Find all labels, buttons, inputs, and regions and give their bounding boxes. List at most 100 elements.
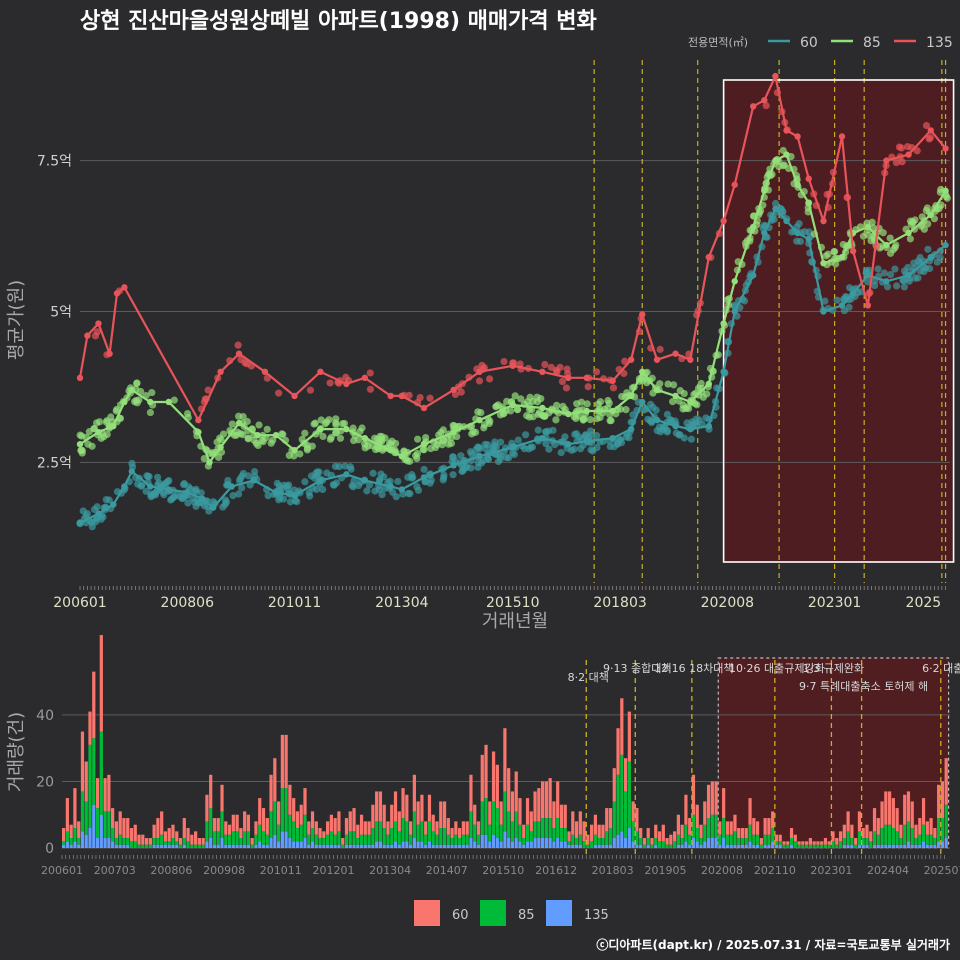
point-135 xyxy=(475,377,484,385)
bar-60 xyxy=(205,794,209,822)
bar-135 xyxy=(763,844,767,848)
point-85 xyxy=(838,253,846,261)
bar-85 xyxy=(469,811,473,839)
point-60 xyxy=(509,444,516,451)
point-60 xyxy=(142,487,150,495)
bar-135 xyxy=(654,844,658,848)
point-85 xyxy=(255,421,263,429)
point-135 xyxy=(426,394,434,402)
point-85 xyxy=(572,414,580,423)
point-60 xyxy=(652,406,660,414)
point-135 xyxy=(584,383,592,391)
point-60 xyxy=(392,493,400,501)
point-85 xyxy=(414,435,422,443)
point-60 xyxy=(883,283,892,291)
bar-135 xyxy=(416,841,420,848)
bar-85 xyxy=(390,828,394,845)
point-85 xyxy=(672,392,679,400)
bar-60 xyxy=(703,801,707,825)
point-135 xyxy=(234,341,242,349)
bar-60 xyxy=(631,801,635,822)
point-60 xyxy=(588,431,596,439)
bar-60 xyxy=(171,824,175,839)
policy-label: 9·13 종합대책 xyxy=(603,662,671,675)
point-135 xyxy=(820,217,827,225)
bar-60 xyxy=(740,828,745,839)
point-135 xyxy=(653,356,661,363)
bar-85 xyxy=(393,821,398,842)
point-85 xyxy=(332,415,340,423)
bar-60 xyxy=(838,831,843,842)
bar-85 xyxy=(733,831,737,845)
bar-85 xyxy=(371,828,375,845)
point-60 xyxy=(398,486,406,493)
bar-60 xyxy=(895,808,899,832)
point-85 xyxy=(604,404,612,412)
bar-135 xyxy=(578,844,582,848)
bar-60 xyxy=(507,768,511,812)
point-85 xyxy=(361,434,369,442)
bar-60 xyxy=(548,778,552,819)
point-60 xyxy=(549,426,557,434)
point-85 xyxy=(128,386,135,394)
bar-60 xyxy=(194,831,198,845)
point-60 xyxy=(750,272,757,279)
bar-60 xyxy=(397,811,401,832)
bar-85 xyxy=(103,811,107,839)
bar-135 xyxy=(265,844,269,848)
point-135 xyxy=(565,374,572,382)
bar-60 xyxy=(344,818,349,835)
bar-85 xyxy=(326,834,330,845)
point-60 xyxy=(514,436,522,444)
bar-135 xyxy=(352,844,356,848)
point-135 xyxy=(925,135,933,143)
bar-60 xyxy=(808,838,813,845)
bar-135 xyxy=(326,844,330,848)
point-85 xyxy=(447,433,455,442)
bar-85 xyxy=(525,824,530,842)
bar-85 xyxy=(684,824,688,842)
bar-85 xyxy=(541,818,545,839)
bar-85 xyxy=(295,828,300,842)
bar-60 xyxy=(412,774,416,812)
point-85 xyxy=(326,435,334,443)
point-60 xyxy=(380,473,388,481)
bar-85 xyxy=(706,818,711,839)
bar-135 xyxy=(891,844,895,848)
point-85 xyxy=(705,380,713,388)
bar-85 xyxy=(744,838,748,845)
legend-label-85: 85 xyxy=(863,35,881,51)
point-60 xyxy=(354,481,363,490)
bar-60 xyxy=(427,794,432,822)
bar-135 xyxy=(548,838,552,848)
point-60 xyxy=(772,199,780,208)
point-60 xyxy=(520,445,529,453)
bar-60 xyxy=(88,711,92,745)
point-60 xyxy=(170,493,179,501)
point-135 xyxy=(106,350,113,357)
point-85 xyxy=(165,398,172,406)
point-60 xyxy=(223,481,231,489)
bar-85 xyxy=(725,834,730,845)
point-135 xyxy=(762,102,770,110)
bar-135 xyxy=(729,844,733,848)
point-85 xyxy=(269,436,277,444)
bar-85 xyxy=(473,824,477,842)
point-60 xyxy=(264,492,272,500)
bar-60 xyxy=(827,841,831,845)
point-60 xyxy=(510,450,518,459)
bar-135 xyxy=(461,844,466,848)
bar-60 xyxy=(665,838,669,845)
bar-135 xyxy=(299,841,303,848)
bar-60 xyxy=(356,824,360,839)
bar-135 xyxy=(107,838,111,848)
bar-85 xyxy=(261,831,266,845)
point-60 xyxy=(319,485,327,494)
bar-85 xyxy=(454,834,458,845)
point-60 xyxy=(159,488,167,496)
point-85 xyxy=(669,381,678,389)
bar-135 xyxy=(382,844,386,848)
bar-85 xyxy=(820,844,824,848)
bar-60 xyxy=(522,824,526,839)
x-axis-title: 거래년월 xyxy=(482,611,548,632)
